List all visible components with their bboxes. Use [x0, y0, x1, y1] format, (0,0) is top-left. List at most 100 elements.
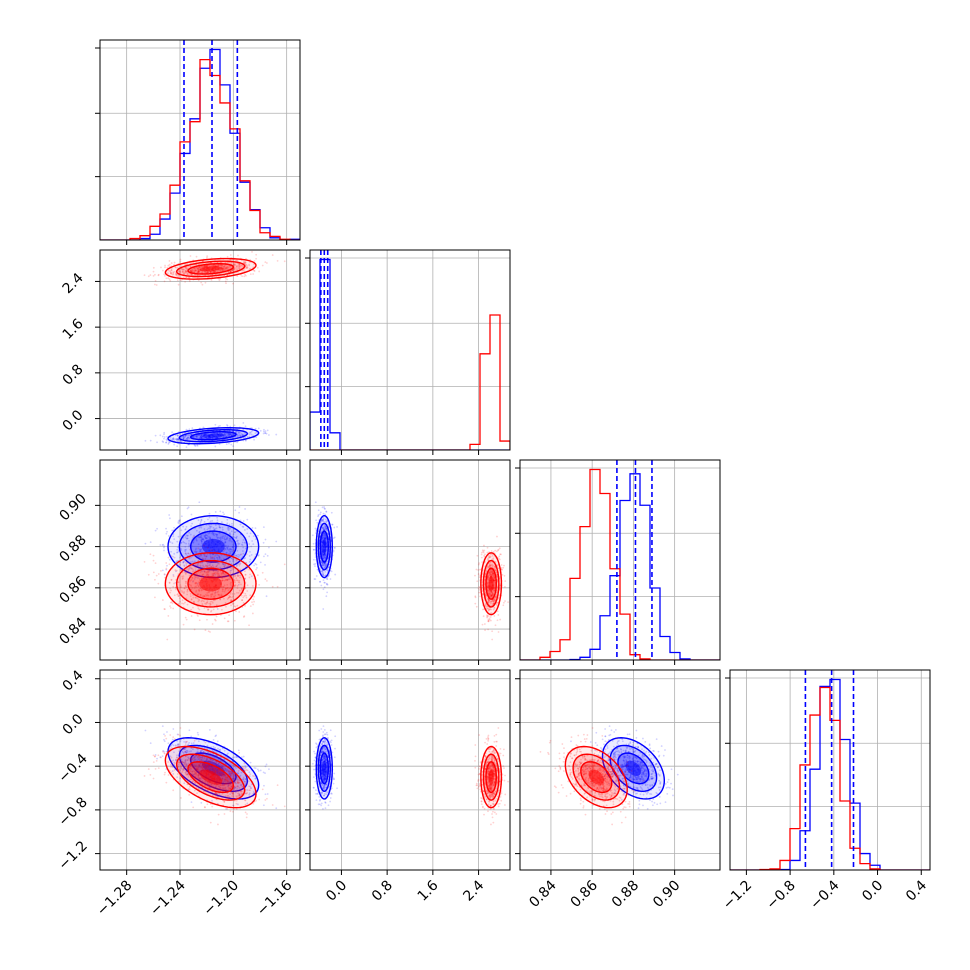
sample-point — [214, 270, 216, 273]
sample-point — [229, 539, 232, 542]
sample-point — [233, 619, 236, 622]
sample-point — [187, 436, 190, 439]
sample-point — [244, 261, 247, 264]
scatter-group — [143, 501, 286, 641]
sample-point — [227, 620, 230, 623]
sample-point — [180, 529, 183, 532]
sample-point — [218, 264, 220, 267]
sample-point — [183, 273, 186, 275]
sample-point — [192, 541, 195, 543]
sample-point — [480, 553, 483, 556]
sample-point — [253, 556, 256, 559]
sample-point — [213, 558, 216, 561]
sample-point — [315, 519, 318, 522]
sample-point — [179, 547, 182, 550]
sample-point — [265, 432, 268, 435]
sample-point — [174, 272, 177, 275]
sample-point — [161, 569, 164, 572]
sample-point — [200, 437, 203, 440]
sample-point — [249, 267, 252, 270]
panel-frame-0-0 — [99, 39, 301, 241]
sample-point — [315, 575, 318, 577]
sample-point — [219, 510, 222, 513]
sample-point — [205, 564, 208, 567]
sample-point — [223, 537, 226, 539]
sample-point — [228, 549, 230, 551]
sample-point — [215, 527, 218, 530]
sample-point — [244, 425, 247, 428]
sample-point — [237, 264, 240, 267]
sample-point — [483, 544, 485, 547]
sample-point — [266, 429, 269, 432]
sample-point — [194, 435, 197, 438]
sample-point — [211, 531, 214, 534]
sample-point — [262, 541, 265, 544]
sample-point — [216, 740, 219, 743]
sample-point — [182, 561, 185, 564]
sample-point — [215, 565, 218, 568]
sample-point — [214, 591, 217, 594]
sample-point — [191, 522, 194, 525]
sample-point — [226, 522, 229, 525]
sample-point — [187, 436, 189, 439]
sample-point — [196, 613, 199, 616]
sample-point — [197, 270, 200, 273]
sample-point — [172, 573, 175, 576]
sample-point — [478, 568, 481, 571]
sample-point — [236, 434, 239, 437]
sample-point — [271, 254, 274, 256]
sample-point — [231, 522, 233, 525]
sample-point — [184, 552, 187, 555]
sample-point — [217, 562, 219, 565]
sample-point — [199, 521, 202, 523]
sample-point — [238, 554, 241, 557]
sample-point — [253, 564, 255, 567]
sample-point — [232, 282, 234, 285]
sample-point — [164, 264, 166, 267]
panel-0-0 — [95, 40, 300, 245]
sample-point — [251, 251, 253, 253]
sample-point — [238, 433, 241, 436]
sample-point — [324, 508, 326, 510]
sample-point — [212, 437, 215, 440]
sample-point — [187, 506, 190, 509]
sample-point — [222, 586, 225, 589]
sample-point — [154, 578, 156, 581]
sample-point — [205, 537, 208, 539]
sample-point — [240, 553, 243, 556]
sample-point — [183, 435, 186, 438]
sample-point — [166, 530, 168, 533]
sample-point — [168, 581, 171, 584]
sample-point — [161, 599, 164, 601]
sample-point — [201, 561, 204, 564]
sample-point — [180, 542, 183, 544]
sample-point — [172, 272, 175, 274]
sample-point — [225, 435, 228, 438]
sample-point — [175, 274, 178, 277]
sample-point — [256, 534, 259, 537]
sample-point — [227, 526, 230, 529]
sample-point — [147, 573, 150, 576]
sample-point — [149, 439, 152, 442]
panel-3-0 — [95, 670, 300, 875]
sample-point — [165, 532, 168, 535]
sample-point — [218, 556, 221, 558]
sample-point — [216, 557, 219, 559]
sample-point — [219, 575, 222, 578]
sample-point — [179, 600, 182, 603]
sample-point — [481, 561, 484, 564]
sample-point — [197, 733, 200, 736]
sample-point — [185, 270, 188, 273]
sample-point — [257, 427, 260, 430]
sample-point — [188, 434, 190, 437]
sample-point — [230, 530, 233, 533]
sample-point — [177, 270, 180, 272]
sample-point — [190, 551, 192, 554]
sample-point — [197, 270, 200, 273]
sample-point — [222, 267, 224, 270]
sample-point — [314, 527, 317, 530]
sample-point — [256, 574, 259, 577]
sample-point — [184, 271, 187, 274]
sample-point — [207, 437, 210, 440]
sample-point — [216, 608, 219, 610]
